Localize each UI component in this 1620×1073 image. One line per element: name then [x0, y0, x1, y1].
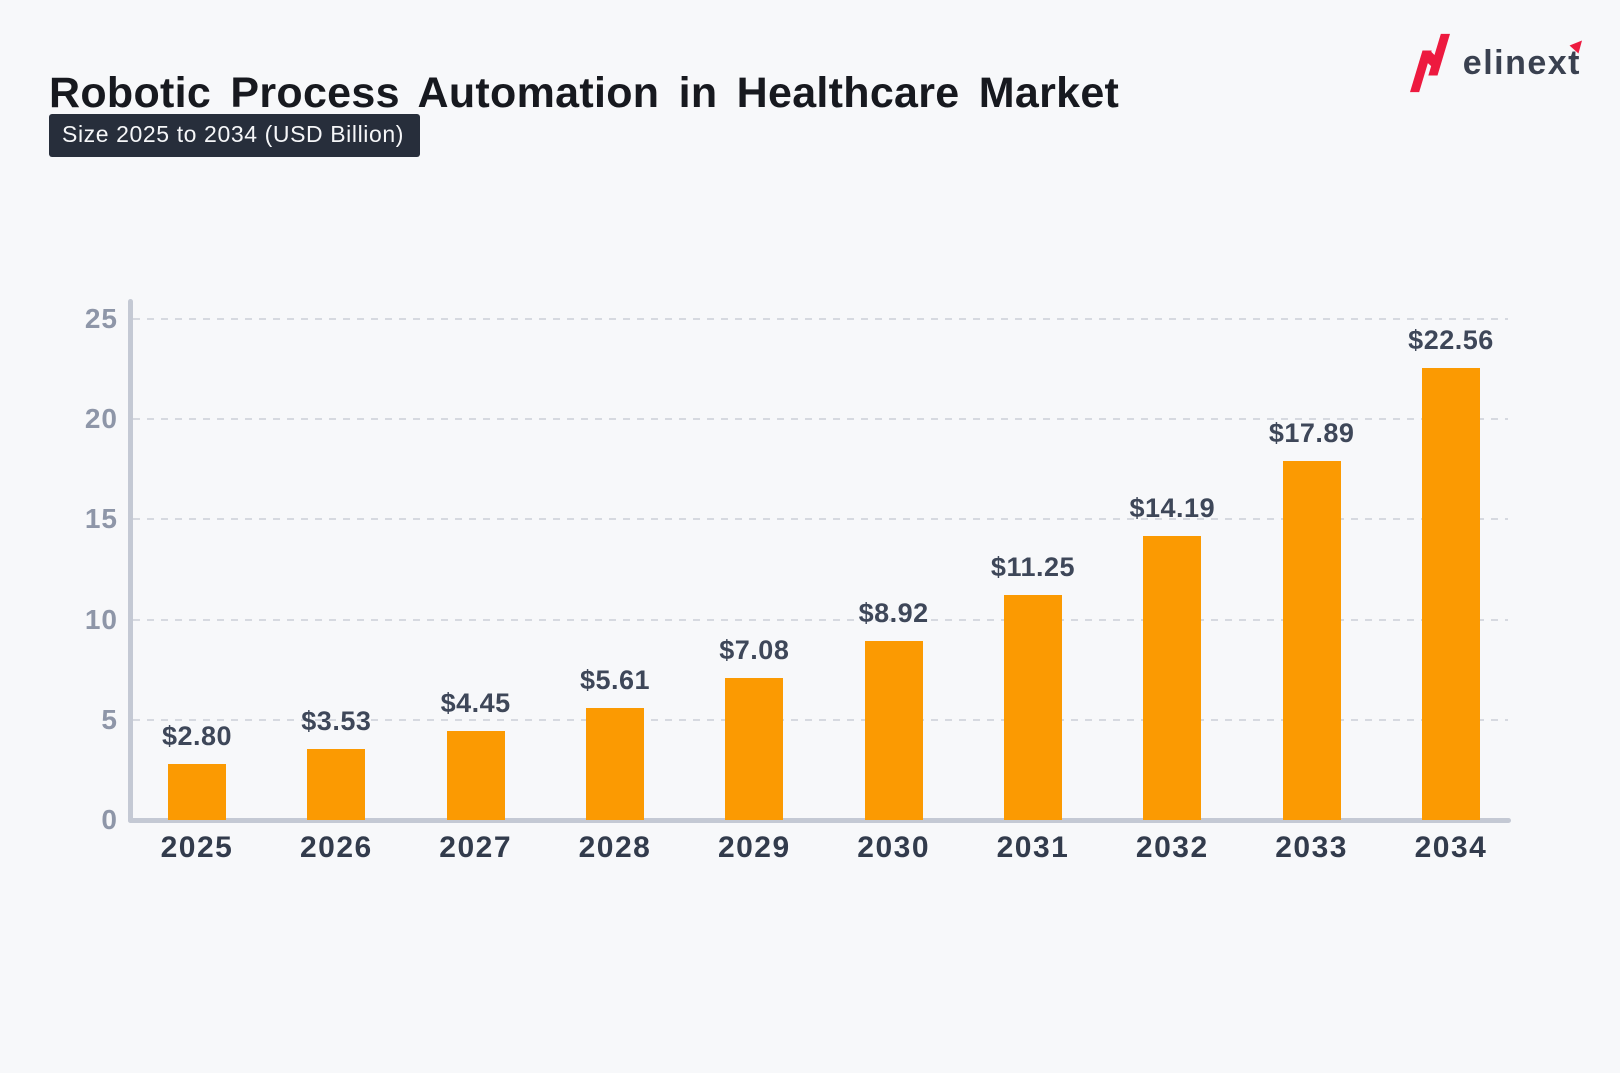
bar-2025 — [168, 763, 226, 820]
x-axis-line — [128, 818, 1511, 823]
brand-logo: elinext — [1409, 33, 1587, 93]
subtitle-badge: Size 2025 to 2034 (USD Billion) — [49, 114, 421, 157]
gridline — [133, 718, 1508, 721]
bar-2027 — [446, 730, 505, 820]
y-tick-label: 20 — [84, 403, 118, 435]
y-tick-label: 0 — [101, 804, 118, 835]
elinext-mark-icon — [1409, 33, 1450, 93]
x-tick-label: 2027 — [439, 831, 513, 864]
x-tick-label: 2034 — [1414, 831, 1488, 864]
bar-value-label: $7.08 — [719, 635, 790, 666]
bar-value-label: $4.45 — [440, 687, 511, 718]
bar-2029 — [725, 678, 784, 820]
gridline — [133, 618, 1508, 621]
page-title: Robotic Process Automation in Healthcare… — [49, 68, 1120, 117]
bar-value-label: $22.56 — [1408, 324, 1494, 355]
x-tick-label: 2033 — [1275, 831, 1348, 864]
bar-value-label: $14.19 — [1129, 492, 1216, 523]
gridline — [133, 418, 1508, 421]
bar-value-label: $2.80 — [161, 720, 233, 751]
bar-2026 — [307, 749, 366, 820]
bar-value-label: $11.25 — [990, 551, 1076, 582]
bar-value-label: $3.53 — [301, 706, 372, 737]
x-tick-label: 2026 — [299, 831, 373, 864]
bar-value-label: $5.61 — [579, 664, 651, 695]
gridline — [133, 318, 1508, 320]
x-tick-label: 2031 — [996, 831, 1070, 864]
bar-2032 — [1143, 535, 1202, 820]
gridline — [133, 518, 1508, 521]
x-tick-label: 2025 — [160, 831, 234, 864]
y-tick-label: 5 — [101, 703, 118, 735]
x-tick-label: 2032 — [1135, 831, 1209, 864]
x-tick-label: 2029 — [717, 831, 791, 864]
y-tick-label: 10 — [84, 603, 118, 635]
brand-wordmark-text: elinext — [1462, 44, 1581, 82]
x-tick-label: 2028 — [578, 831, 652, 864]
bar-value-label: $8.92 — [858, 598, 929, 629]
y-axis-line — [128, 299, 133, 823]
bar-2033 — [1282, 461, 1341, 820]
bar-2030 — [864, 641, 923, 820]
bar-value-label: $17.89 — [1268, 418, 1355, 449]
y-tick-label: 15 — [84, 503, 118, 535]
x-tick-label: 2030 — [857, 831, 931, 864]
y-tick-label: 25 — [84, 303, 118, 334]
bar-2028 — [585, 707, 644, 820]
bar-2034 — [1421, 367, 1480, 820]
brand-wordmark: elinext — [1462, 36, 1587, 82]
bar-2031 — [1003, 594, 1062, 820]
